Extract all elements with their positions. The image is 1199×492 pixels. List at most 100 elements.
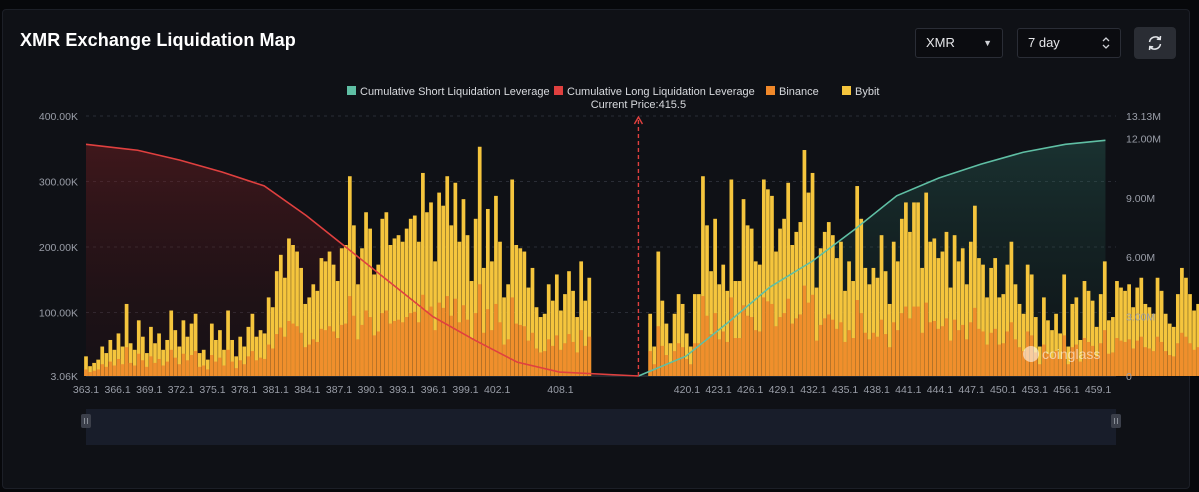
bar-bybit [924,192,929,376]
bar-bybit [457,241,462,376]
bar-binance [116,358,121,376]
bar-binance [814,340,819,376]
bar-binance [352,315,356,376]
bar-bybit [481,267,486,376]
zoom-handle-left[interactable] [81,414,91,428]
watermark: coinglass [1023,346,1100,362]
short-line [638,139,1106,377]
bar-bybit [364,212,368,376]
bar-bybit [339,248,344,376]
x-tick-label: 399.1 [452,384,478,396]
bar-bybit [1196,303,1199,376]
bar-bybit [254,336,259,376]
zoom-handle-right[interactable] [1111,414,1121,428]
bar-bybit [287,238,291,376]
bar-binance [1159,341,1164,376]
bar-binance [904,306,908,376]
bar-bybit [652,346,657,376]
bar-binance [964,339,969,376]
x-tick-label: 423.1 [705,384,731,396]
bar-binance [526,340,531,376]
bar-bybit [1005,264,1010,376]
x-tick-label: 435.1 [832,384,858,396]
bar-bybit [814,287,819,376]
bar-bybit [920,267,924,376]
bar-bybit [916,202,920,376]
bar-bybit [1163,313,1168,376]
bar-bybit [238,336,243,376]
bar-bybit [867,284,872,376]
bar-bybit [948,287,953,376]
range-select[interactable]: 7 day [1017,28,1121,58]
bar-bybit [461,199,466,376]
bar-binance [1139,336,1144,376]
legend-swatch [766,86,775,95]
bar-bybit [214,339,218,376]
bar-bybit [733,281,738,376]
bar-binance [242,364,247,376]
bar-binance [307,344,312,376]
bar-binance [968,322,973,376]
bar-binance [757,331,762,376]
bar-bybit [347,176,352,376]
bar-binance [278,327,283,376]
refresh-button[interactable] [1134,27,1176,59]
bar-binance [88,372,92,376]
bar-bybit [981,264,985,376]
bar-bybit [968,241,973,376]
bar-binance [567,334,571,376]
bar-binance [473,313,478,376]
bar-binance [725,341,730,376]
bar-binance [205,369,210,376]
bar-binance [660,345,665,376]
bar-bybit [847,261,851,376]
bar-bybit [1042,297,1046,376]
bar-binance [871,332,876,376]
bar-binance [518,324,523,376]
bar-binance [197,366,202,376]
bar-binance [822,318,827,376]
bar-bybit [993,258,998,376]
bar-bybit [84,356,88,376]
bar-binance [761,297,766,376]
bar-binance [445,296,450,376]
x-tick-label: 441.1 [895,384,921,396]
bar-binance [1090,345,1095,376]
bar-bybit [193,313,198,376]
bar-binance [1143,347,1148,376]
bar-bybit [1098,294,1103,376]
bar-bybit [737,281,742,376]
legend-swatch [842,86,851,95]
bar-bybit [445,176,450,376]
bar-binance [745,315,750,376]
symbol-select[interactable]: XMR ▼ [915,28,1003,58]
bar-binance [908,318,912,376]
x-tick-label: 453.1 [1022,384,1048,396]
zoom-slider[interactable] [81,409,1121,445]
bar-binance [1005,331,1010,376]
bar-binance [165,361,170,376]
bar-bybit [936,258,941,376]
bar-bybit [185,336,190,376]
bar-bybit [490,261,494,376]
bar-bybit [416,241,421,376]
bar-binance [84,369,88,376]
legend-label: Bybit [855,86,879,98]
bar-bybit [697,294,701,376]
bar-binance [429,306,433,376]
bar-binance [1046,353,1050,376]
bar-binance [985,344,989,376]
bar-bybit [899,218,904,376]
bar-binance [136,353,141,376]
x-tick-label: 426.1 [737,384,763,396]
bar-bybit [258,330,263,376]
bar-binance [112,365,117,376]
chevron-down-icon: ▼ [983,38,992,48]
bar-bybit [583,300,588,376]
bar-binance [798,314,803,376]
bar-bybit [181,320,186,376]
bar-binance [1184,336,1188,376]
bar-bybit [579,261,584,376]
bar-bybit [1001,294,1006,376]
bar-bybit [469,281,474,376]
